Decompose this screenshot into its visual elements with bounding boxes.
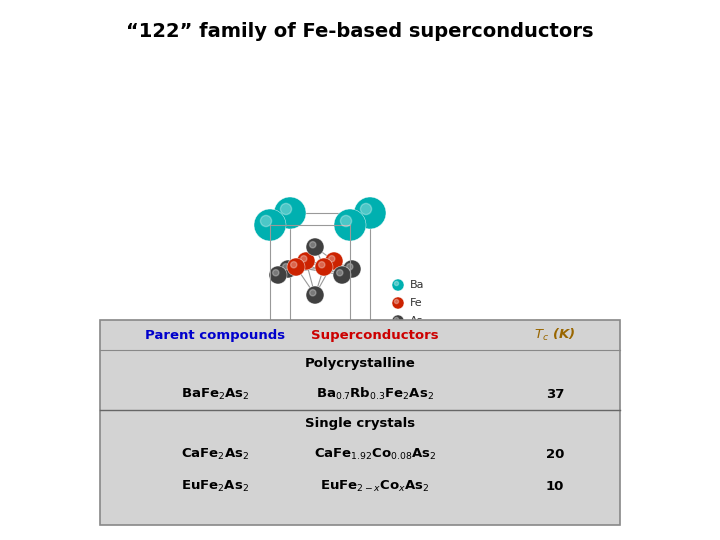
Circle shape bbox=[279, 390, 297, 408]
Circle shape bbox=[291, 392, 297, 398]
Circle shape bbox=[274, 427, 306, 459]
Text: Superconductors: Superconductors bbox=[311, 328, 438, 341]
Text: Single crystals: Single crystals bbox=[305, 417, 415, 430]
Text: Ba$_{0.7}$Rb$_{0.3}$Fe$_2$As$_2$: Ba$_{0.7}$Rb$_{0.3}$Fe$_2$As$_2$ bbox=[316, 386, 434, 402]
Circle shape bbox=[261, 215, 271, 227]
Circle shape bbox=[274, 197, 306, 229]
Circle shape bbox=[346, 264, 353, 270]
Circle shape bbox=[279, 260, 297, 278]
Circle shape bbox=[361, 204, 372, 214]
Circle shape bbox=[297, 382, 315, 400]
Circle shape bbox=[291, 261, 297, 268]
Circle shape bbox=[280, 204, 292, 214]
Circle shape bbox=[307, 320, 333, 348]
Circle shape bbox=[337, 400, 343, 406]
Circle shape bbox=[306, 238, 324, 256]
Circle shape bbox=[310, 289, 316, 296]
Bar bbox=[100, 320, 620, 525]
Circle shape bbox=[392, 297, 404, 309]
Text: b: b bbox=[439, 390, 446, 400]
Circle shape bbox=[254, 209, 286, 241]
Circle shape bbox=[297, 252, 315, 270]
Circle shape bbox=[325, 252, 343, 270]
Circle shape bbox=[333, 266, 351, 284]
Circle shape bbox=[328, 386, 335, 392]
Text: c: c bbox=[416, 346, 422, 356]
Circle shape bbox=[395, 318, 399, 322]
Circle shape bbox=[310, 372, 316, 378]
Circle shape bbox=[341, 215, 351, 227]
Circle shape bbox=[337, 269, 343, 276]
Circle shape bbox=[395, 299, 399, 303]
Text: 37: 37 bbox=[546, 388, 564, 401]
Circle shape bbox=[269, 396, 287, 414]
Circle shape bbox=[319, 392, 325, 398]
Circle shape bbox=[315, 388, 333, 406]
Circle shape bbox=[310, 241, 316, 248]
Text: Parent compounds: Parent compounds bbox=[145, 328, 285, 341]
Circle shape bbox=[343, 260, 361, 278]
Circle shape bbox=[334, 209, 366, 241]
Circle shape bbox=[306, 368, 324, 386]
Circle shape bbox=[325, 382, 343, 400]
Circle shape bbox=[273, 269, 279, 276]
Circle shape bbox=[328, 255, 335, 262]
Circle shape bbox=[310, 420, 316, 426]
Text: BaFe$_2$As$_2$: BaFe$_2$As$_2$ bbox=[181, 387, 249, 402]
Circle shape bbox=[392, 315, 404, 327]
Text: $T_c$ (K): $T_c$ (K) bbox=[534, 327, 576, 343]
Circle shape bbox=[354, 197, 386, 229]
Circle shape bbox=[343, 390, 361, 408]
Text: 20: 20 bbox=[546, 448, 564, 461]
Text: CaFe$_2$As$_2$: CaFe$_2$As$_2$ bbox=[181, 447, 249, 462]
Circle shape bbox=[341, 446, 351, 457]
Circle shape bbox=[261, 446, 271, 457]
Circle shape bbox=[287, 388, 305, 406]
Circle shape bbox=[283, 264, 289, 270]
Text: EuFe$_{2-x}$Co$_x$As$_2$: EuFe$_{2-x}$Co$_x$As$_2$ bbox=[320, 479, 430, 494]
Circle shape bbox=[283, 394, 289, 400]
Circle shape bbox=[395, 281, 399, 286]
Circle shape bbox=[269, 266, 287, 284]
Circle shape bbox=[354, 427, 386, 459]
Circle shape bbox=[361, 434, 372, 444]
Circle shape bbox=[312, 326, 321, 335]
Circle shape bbox=[287, 258, 305, 276]
Text: “122” family of Fe-based superconductors: “122” family of Fe-based superconductors bbox=[126, 22, 594, 41]
Circle shape bbox=[273, 400, 279, 406]
Circle shape bbox=[319, 261, 325, 268]
Circle shape bbox=[315, 258, 333, 276]
Circle shape bbox=[301, 255, 307, 262]
Circle shape bbox=[306, 286, 324, 304]
Text: EuFe$_2$As$_2$: EuFe$_2$As$_2$ bbox=[181, 479, 249, 494]
Text: Fe: Fe bbox=[410, 298, 423, 308]
Text: Ba: Ba bbox=[410, 280, 425, 290]
Circle shape bbox=[334, 439, 366, 471]
Circle shape bbox=[333, 396, 351, 414]
Circle shape bbox=[346, 394, 353, 400]
Circle shape bbox=[306, 416, 324, 434]
Circle shape bbox=[254, 439, 286, 471]
Text: CaFe$_{1.92}$Co$_{0.08}$As$_2$: CaFe$_{1.92}$Co$_{0.08}$As$_2$ bbox=[314, 447, 436, 462]
Text: 10: 10 bbox=[546, 480, 564, 493]
Circle shape bbox=[301, 386, 307, 392]
Text: a: a bbox=[404, 376, 410, 386]
Text: As: As bbox=[410, 316, 423, 326]
Text: Polycrystalline: Polycrystalline bbox=[305, 357, 415, 370]
Circle shape bbox=[392, 279, 404, 291]
Circle shape bbox=[280, 434, 292, 444]
